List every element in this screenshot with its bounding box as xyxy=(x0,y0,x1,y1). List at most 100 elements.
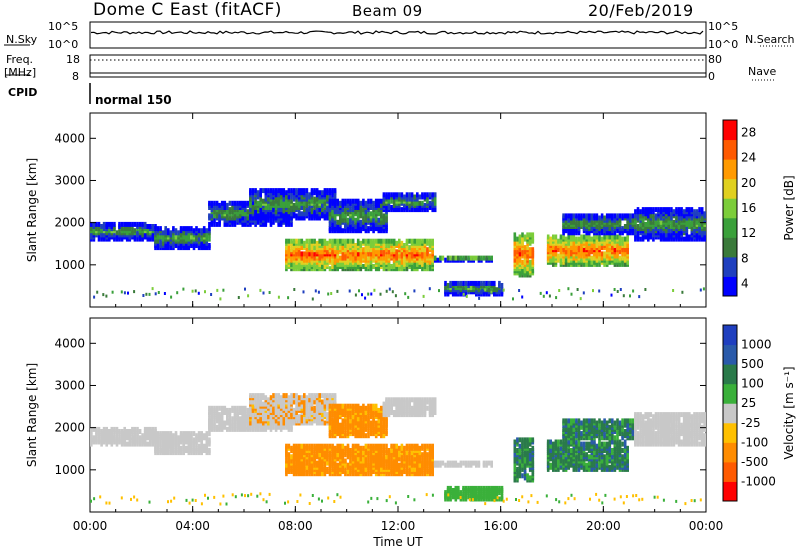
data-cell xyxy=(428,287,431,291)
nsky-tick-bottom: 10^0 xyxy=(48,38,79,51)
data-cell xyxy=(328,452,332,458)
data-cell xyxy=(205,445,209,451)
data-cell xyxy=(321,202,324,208)
data-cell xyxy=(380,202,383,208)
data-cell xyxy=(310,443,314,449)
data-cell xyxy=(272,405,275,411)
data-cell xyxy=(500,287,504,293)
data-cell xyxy=(220,418,224,424)
data-cell xyxy=(226,418,229,424)
data-cell xyxy=(233,405,237,411)
data-cell xyxy=(354,443,357,449)
data-cell xyxy=(285,458,288,464)
data-cell xyxy=(133,221,137,227)
data-cell xyxy=(102,293,105,297)
data-cell xyxy=(631,213,635,219)
data-cell xyxy=(249,393,252,399)
data-cell xyxy=(564,261,568,267)
data-cell xyxy=(128,226,132,232)
data-cell xyxy=(582,291,585,295)
data-cell xyxy=(295,188,298,194)
data-cell xyxy=(159,238,162,244)
data-cell xyxy=(315,240,319,246)
data-cell xyxy=(629,294,631,298)
data-cell xyxy=(305,188,309,194)
data-cell xyxy=(259,288,262,292)
data-cell xyxy=(377,217,381,223)
data-cell xyxy=(321,393,324,399)
data-cell xyxy=(478,296,481,300)
data-cell xyxy=(295,259,298,265)
data-cell xyxy=(521,264,524,269)
data-cell xyxy=(600,213,604,219)
data-cell xyxy=(118,435,121,441)
data-cell xyxy=(244,200,247,206)
data-cell xyxy=(545,291,548,295)
data-cell xyxy=(177,435,180,441)
data-cell xyxy=(475,280,478,286)
data-cell xyxy=(356,215,360,221)
data-cell xyxy=(237,296,240,299)
data-cell xyxy=(444,257,447,263)
data-cell xyxy=(305,207,309,213)
data-cell xyxy=(318,207,321,213)
data-cell xyxy=(305,460,309,466)
data-cell xyxy=(339,200,342,206)
data-cell xyxy=(693,209,696,215)
data-cell xyxy=(290,198,293,204)
data-cell xyxy=(634,213,637,219)
data-cell xyxy=(354,293,357,297)
data-cell xyxy=(226,426,229,432)
data-cell xyxy=(333,445,337,451)
data-cell xyxy=(326,257,329,263)
data-cell xyxy=(387,198,391,204)
data-cell xyxy=(161,431,165,437)
data-cell xyxy=(318,238,321,244)
data-cell xyxy=(159,441,162,447)
data-cell xyxy=(303,460,306,466)
data-cell xyxy=(513,257,517,263)
data-cell xyxy=(700,232,704,238)
data-cell xyxy=(380,209,383,215)
data-cell xyxy=(156,226,160,232)
data-cell xyxy=(213,221,216,227)
data-cell xyxy=(305,243,309,248)
data-cell xyxy=(380,198,383,204)
data-cell xyxy=(577,213,581,219)
data-cell xyxy=(428,200,432,206)
data-cell xyxy=(272,393,275,399)
data-cell xyxy=(410,192,414,198)
data-cell xyxy=(559,245,563,251)
data-cell xyxy=(115,234,119,240)
data-cell xyxy=(567,228,570,234)
data-cell xyxy=(423,192,427,198)
data-cell xyxy=(313,443,316,449)
data-cell xyxy=(156,243,160,248)
data-cell xyxy=(254,401,257,407)
data-cell xyxy=(333,202,337,208)
data-cell xyxy=(262,291,265,295)
data-cell xyxy=(600,236,604,242)
data-cell xyxy=(269,219,273,225)
data-cell xyxy=(236,200,239,206)
data-cell xyxy=(613,217,617,223)
data-cell xyxy=(222,288,225,292)
data-cell xyxy=(169,245,173,251)
data-cell xyxy=(562,234,565,240)
data-cell xyxy=(185,445,188,451)
data-cell xyxy=(685,215,689,221)
data-cell xyxy=(256,393,260,399)
data-cell xyxy=(215,200,219,206)
data-cell xyxy=(649,232,653,238)
data-cell xyxy=(251,205,255,210)
data-cell xyxy=(228,207,232,213)
data-cell xyxy=(421,266,424,272)
data-cell xyxy=(664,207,668,213)
data-cell xyxy=(481,288,484,292)
data-cell xyxy=(262,188,265,194)
data-cell xyxy=(259,211,262,217)
data-cell xyxy=(287,458,291,464)
data-cell xyxy=(238,213,242,219)
data-cell xyxy=(593,213,596,219)
data-cell xyxy=(226,407,229,413)
